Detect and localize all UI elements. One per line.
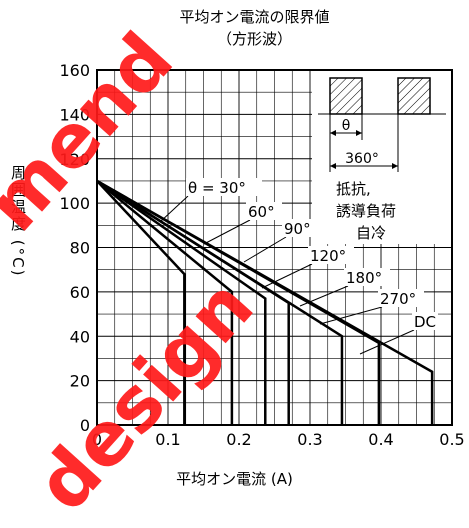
series-leader — [261, 263, 313, 289]
condition-line-2: 誘導負荷 — [336, 202, 396, 220]
y-tick-label: 60 — [70, 283, 90, 302]
theta-label: θ — [342, 118, 351, 134]
series-label-bg — [344, 268, 390, 286]
series-label: 120° — [310, 247, 346, 265]
y-tick-label: 140 — [59, 105, 90, 124]
period-label: 360° — [345, 151, 379, 167]
x-tick-label: 0.2 — [226, 430, 251, 449]
y-tick-label: 80 — [70, 239, 90, 258]
series-line — [96, 180, 186, 425]
series-line — [96, 179, 267, 425]
pulse-2 — [397, 77, 431, 115]
series-label-bg — [378, 289, 424, 307]
series-label-bg — [186, 178, 262, 196]
y-tick-label: 0 — [80, 416, 90, 435]
waveform-inset: θ 360° 抵抗, 誘導負荷 自冷 — [312, 66, 452, 244]
series-leader — [203, 219, 251, 245]
y-tick-label: 120 — [59, 150, 90, 169]
series-labels: θ = 30°60° 90° 120°180° 270° DC — [159, 178, 438, 355]
series-line — [96, 179, 234, 425]
pulse-1 — [329, 77, 363, 115]
x-tick-label: 0.5 — [439, 430, 464, 449]
series-label: DC — [414, 313, 436, 331]
y-axis-label: 周囲温度 (°C) — [9, 165, 27, 278]
series-leader — [243, 236, 287, 263]
plot-frame — [96, 69, 453, 426]
condition-line-3: 自冷 — [356, 224, 386, 242]
x-tick-label: 0.4 — [368, 430, 393, 449]
chart-subtitle: （方形波） — [216, 30, 292, 48]
series-label-bg — [308, 246, 354, 264]
series-label-bg — [246, 202, 282, 220]
series-leader — [319, 306, 383, 325]
series-label-bg — [412, 312, 438, 330]
x-axis-label: 平均オン電流 (A) — [176, 470, 293, 488]
series-label: θ = 30° — [188, 179, 246, 197]
series-label: 60° — [248, 203, 275, 221]
series-leader — [359, 329, 415, 355]
chart-svg: 0 0.1 0.2 0.3 0.4 0.5 0 20 40 60 80 100 120 140 160 θ … — [59, 61, 464, 449]
x-tick-label: 0.3 — [297, 430, 322, 449]
series-label: 180° — [346, 269, 382, 287]
x-tick-label: 0.1 — [155, 430, 180, 449]
series-leader — [159, 195, 189, 223]
series-line — [96, 179, 434, 425]
y-tick-label: 20 — [70, 372, 90, 391]
y-tick-label: 40 — [70, 327, 90, 346]
x-tick-label: 0 — [92, 430, 102, 449]
series-label: 270° — [380, 290, 416, 308]
y-tick-label: 100 — [59, 194, 90, 213]
chart-title: 平均オン電流の限界値 — [179, 8, 330, 26]
series-line — [96, 179, 344, 425]
series-leader — [299, 285, 349, 307]
condition-line-1: 抵抗, — [336, 180, 371, 198]
y-tick-label: 160 — [59, 61, 90, 80]
series-label-bg — [282, 219, 318, 237]
series-label: 90° — [284, 220, 311, 238]
tick-labels: 0 0.1 0.2 0.3 0.4 0.5 0 20 40 60 80 100 120 140 160 — [59, 61, 464, 449]
